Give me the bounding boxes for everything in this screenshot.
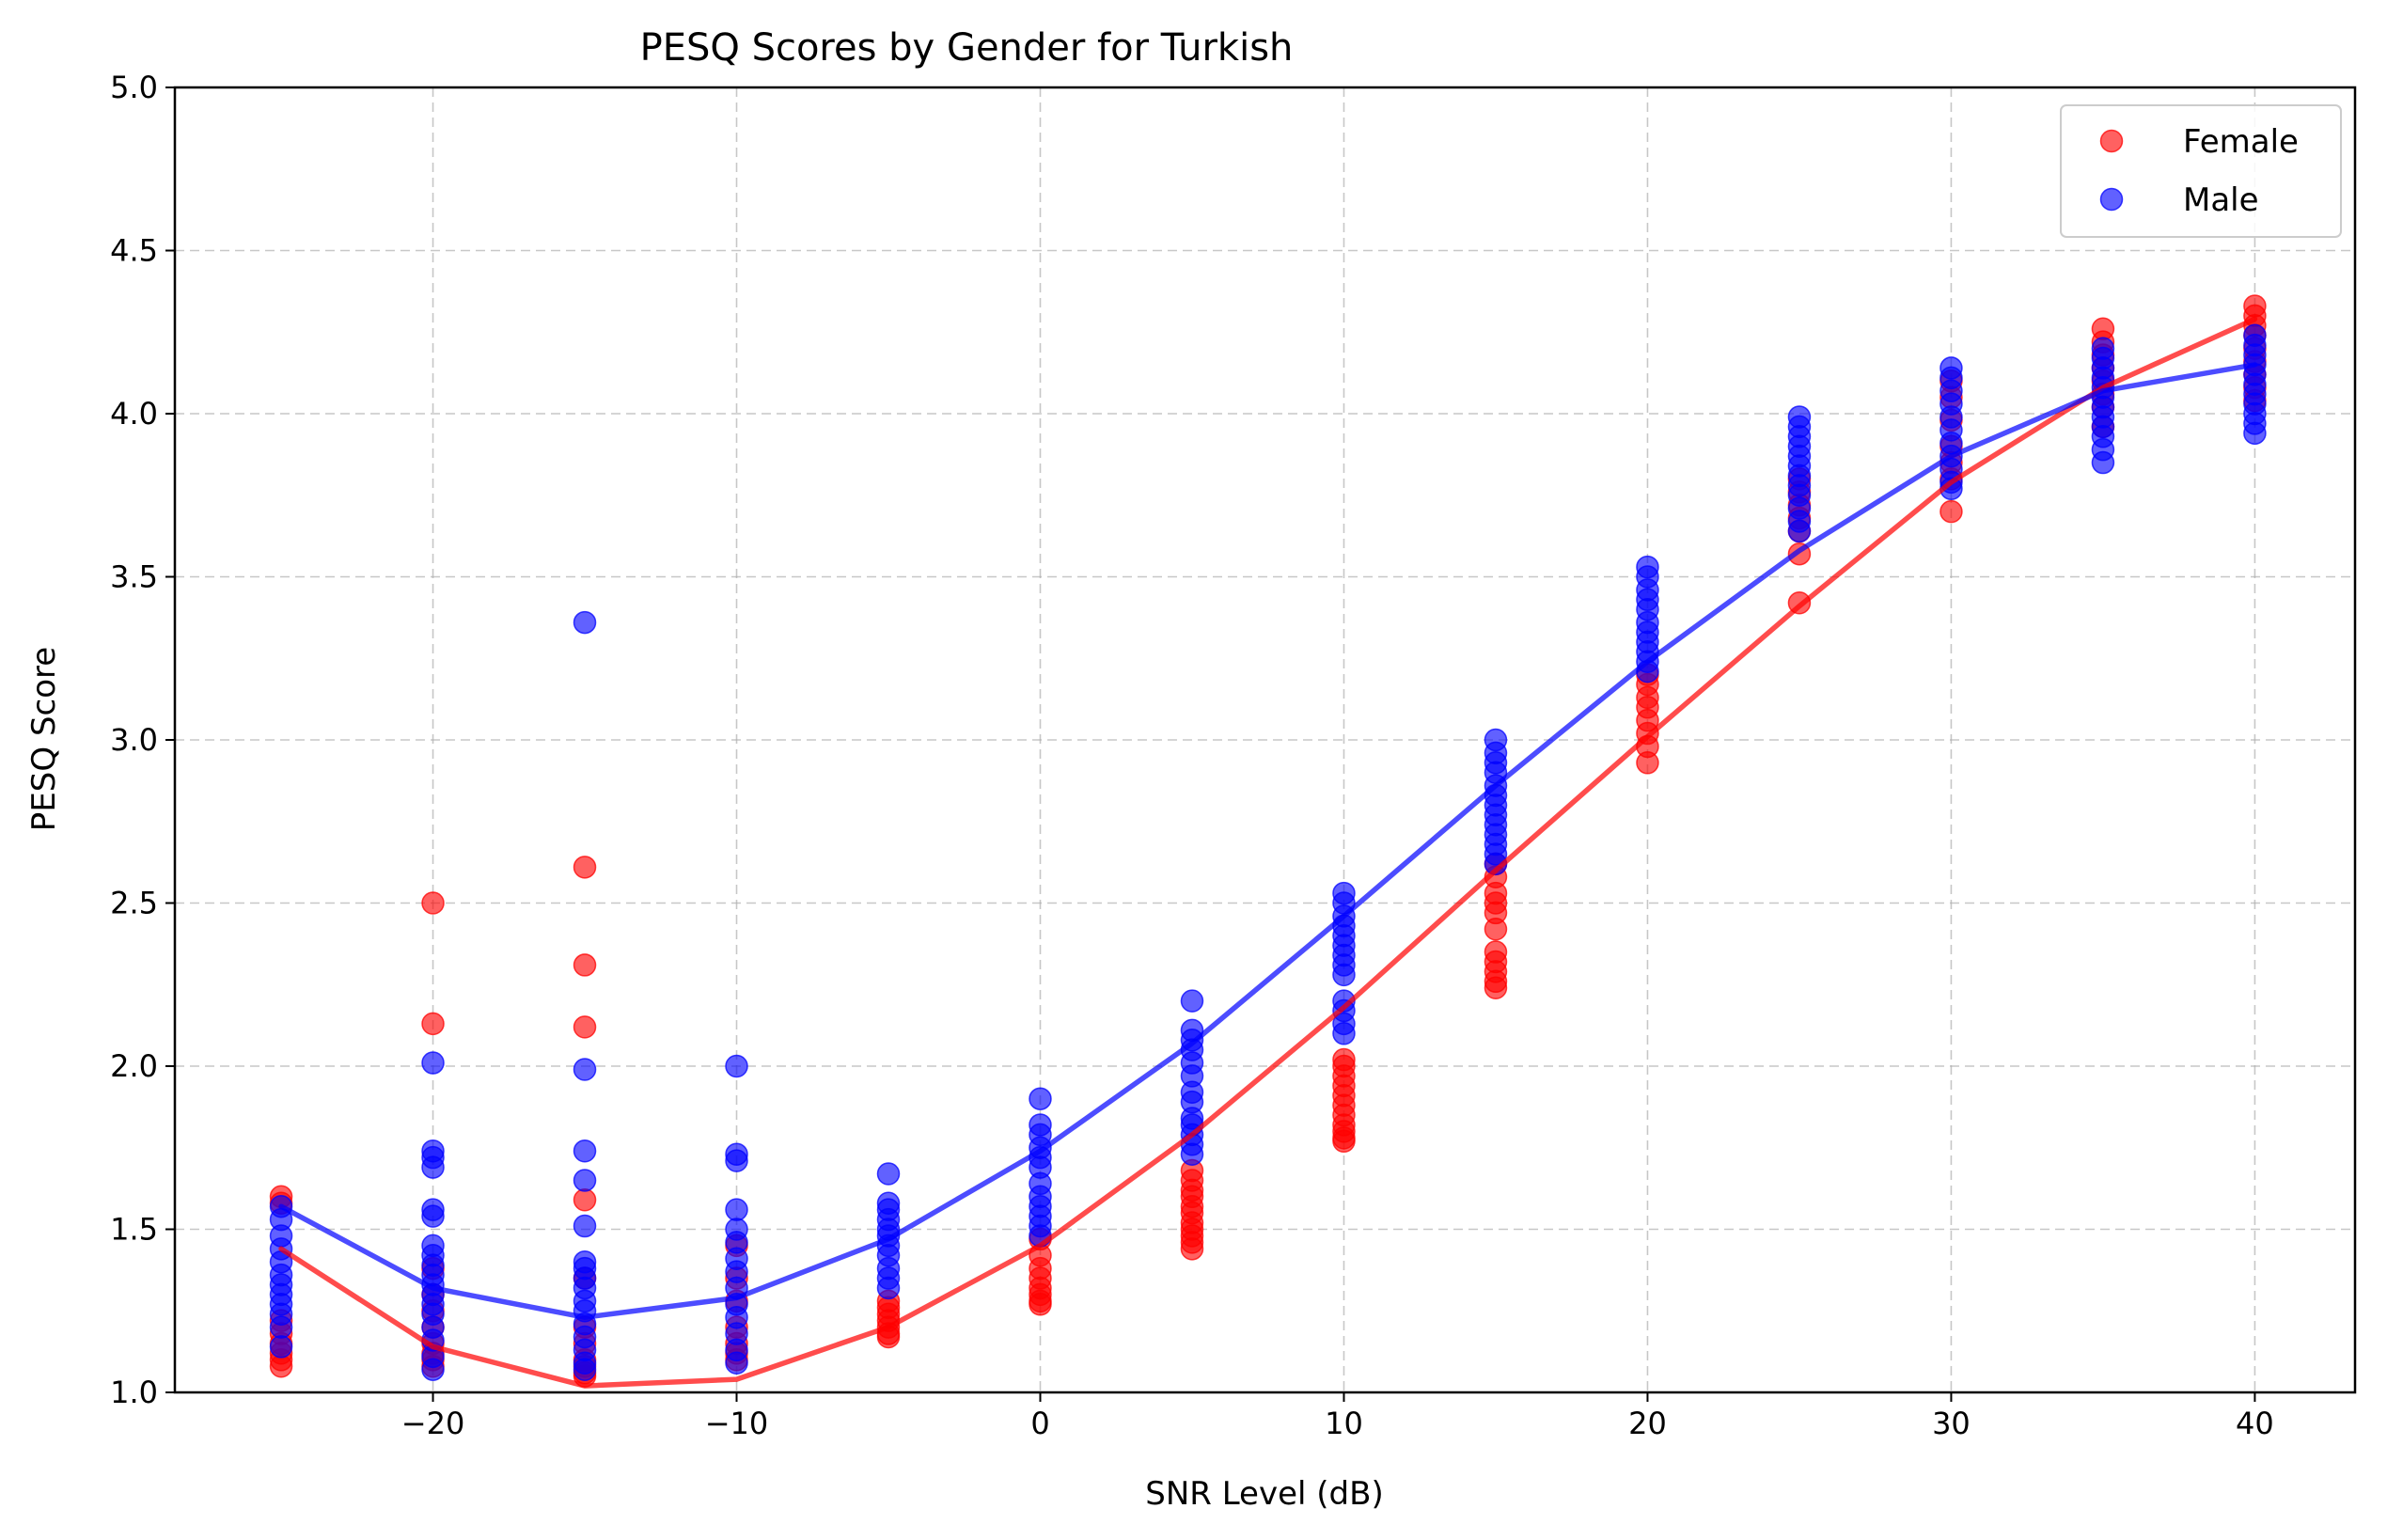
data-point-female	[1484, 976, 1508, 999]
y-tick-label: 2.5	[110, 886, 158, 921]
x-tick-label: −10	[705, 1406, 769, 1441]
data-points	[269, 294, 2267, 1388]
series-male-points	[269, 323, 2267, 1381]
data-point-male	[1029, 1087, 1052, 1110]
data-point-male	[725, 1054, 748, 1078]
trend-line-male	[278, 362, 2258, 1320]
x-tick-label: 40	[2236, 1406, 2274, 1441]
data-point-female	[421, 891, 445, 915]
y-tick-label: 4.5	[110, 233, 158, 269]
legend-marker-male	[2099, 187, 2124, 212]
legend-marker-female	[2099, 129, 2124, 153]
x-tick-label: −20	[401, 1406, 465, 1441]
data-point-female	[573, 1188, 597, 1212]
x-axis-title: SNR Level (dB)	[1145, 1475, 1383, 1513]
data-point-female	[1636, 751, 1659, 775]
x-tick-label: 20	[1628, 1406, 1667, 1441]
y-tick-label: 3.5	[110, 559, 158, 595]
data-point-female	[573, 1015, 597, 1039]
y-tick-label: 1.5	[110, 1212, 158, 1248]
data-point-male	[421, 1155, 445, 1179]
x-tick-label: 0	[1030, 1406, 1049, 1441]
data-point-male	[725, 1198, 748, 1221]
legend-label-female: Female	[2183, 123, 2299, 161]
legend: Female Male	[2060, 104, 2342, 238]
y-tick-label: 1.0	[110, 1375, 158, 1410]
data-point-female	[269, 1354, 293, 1378]
data-point-male	[573, 610, 597, 635]
data-point-male	[2091, 450, 2115, 475]
y-tick-label: 3.0	[110, 722, 158, 758]
data-point-female	[1180, 1237, 1204, 1261]
data-point-male	[573, 1058, 597, 1081]
data-point-female	[1484, 918, 1508, 941]
data-point-female	[573, 856, 597, 879]
chart-title: PESQ Scores by Gender for Turkish	[640, 26, 1294, 70]
data-point-female	[421, 1012, 445, 1036]
data-point-male	[573, 1139, 597, 1163]
data-point-female	[1029, 1293, 1052, 1316]
legend-box	[2060, 104, 2342, 238]
data-point-male	[1787, 519, 1812, 543]
data-point-male	[573, 1358, 597, 1381]
data-point-female	[1332, 1129, 1356, 1154]
trend-lines	[278, 316, 2258, 1389]
x-tick-label: 30	[1932, 1406, 1971, 1441]
data-point-male	[725, 1351, 748, 1375]
data-point-male	[1332, 1022, 1356, 1045]
data-point-male	[1180, 989, 1204, 1013]
data-point-female	[1939, 499, 1963, 524]
data-point-male	[1332, 963, 1356, 987]
data-point-male	[421, 1204, 445, 1228]
x-tick-label: 10	[1325, 1406, 1363, 1441]
data-point-male	[2243, 421, 2267, 446]
y-axis-title: PESQ Score	[25, 647, 63, 831]
y-tick-label: 5.0	[110, 70, 158, 105]
data-point-male	[1180, 1142, 1204, 1166]
data-point-male	[269, 1315, 293, 1339]
data-point-male	[573, 1214, 597, 1238]
y-tick-label: 4.0	[110, 396, 158, 432]
y-tick-label: 2.0	[110, 1048, 158, 1084]
data-point-male	[573, 1169, 597, 1192]
data-point-male	[421, 1358, 445, 1381]
legend-label-male: Male	[2183, 181, 2259, 219]
data-point-male	[876, 1276, 901, 1300]
data-point-male	[876, 1162, 901, 1186]
data-point-male	[725, 1149, 748, 1172]
data-point-female	[573, 953, 597, 977]
data-point-male	[421, 1051, 445, 1075]
data-point-male	[269, 1335, 293, 1359]
trend-line-female	[278, 316, 2258, 1389]
axis-ticks: −20 −10 0 10 20 30 40 1.0 1.5 2.0 2.5 3.0 3.5 4.0 4.5 5…	[110, 70, 2274, 1441]
